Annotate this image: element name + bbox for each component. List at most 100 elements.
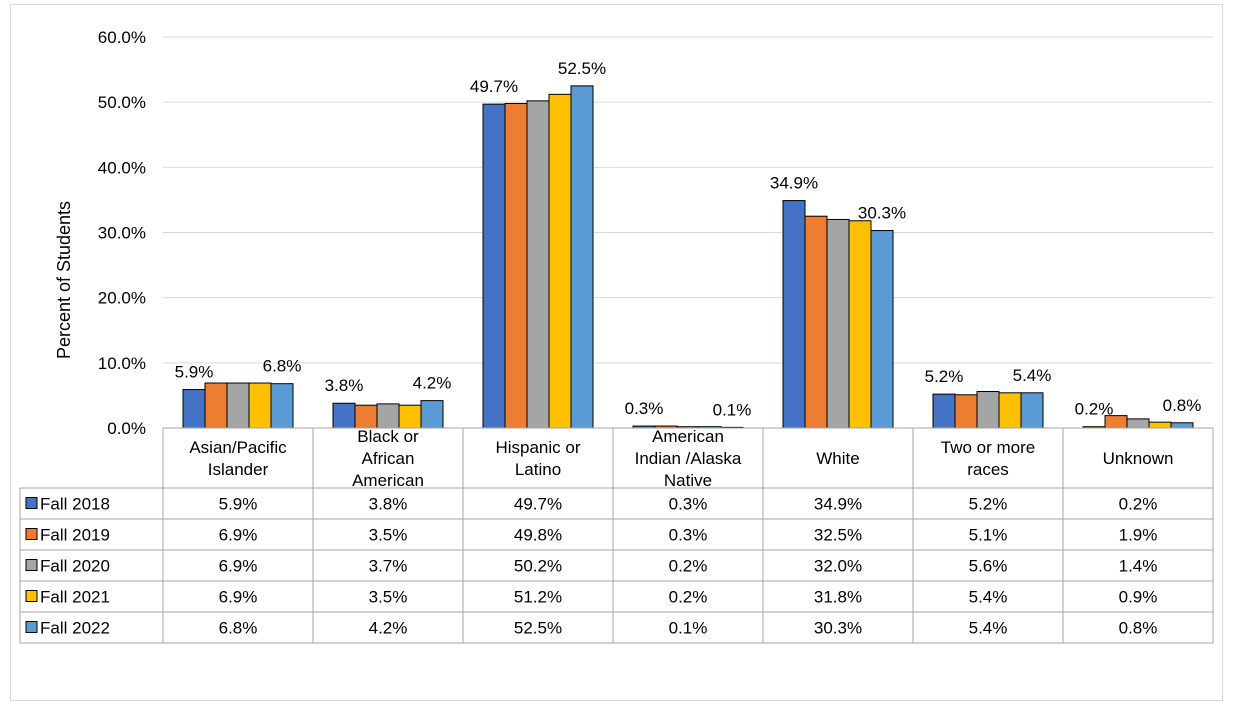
bar-fall-2020: [526, 100, 550, 429]
table-cell: 0.2%: [669, 557, 708, 576]
table-cell: 0.8%: [1119, 619, 1158, 638]
table-cell: 0.9%: [1119, 588, 1158, 607]
data-label: 5.2%: [925, 367, 964, 386]
bar-fall-2022: [420, 400, 444, 429]
bar-fall-2019: [204, 382, 228, 429]
bar-fall-2021: [998, 392, 1022, 429]
category-label: American Indian /Alaska Native: [635, 427, 742, 490]
chart-frame: [10, 4, 1223, 701]
data-label: 5.9%: [175, 363, 214, 382]
data-label: 3.8%: [325, 376, 364, 395]
table-cell: 3.8%: [369, 495, 408, 514]
legend-key: [25, 497, 38, 509]
category-label: Hispanic or Latino: [495, 438, 580, 479]
bar-fall-2022: [270, 383, 294, 429]
table-cell: 0.2%: [1119, 495, 1158, 514]
table-cell: 50.2%: [514, 557, 562, 576]
y-axis-title: Percent of Students: [54, 201, 74, 359]
bar-fall-2018: [482, 103, 506, 429]
data-label: 0.1%: [713, 400, 752, 419]
data-labels: 5.9% 6.8% 3.8% 4.2% 49.7% 52.5% 0.3% 0.1% 34.9% 3…: [175, 59, 1202, 419]
table-cell: 51.2%: [514, 588, 562, 607]
bar-fall-2022: [1170, 422, 1194, 429]
table-cell: 4.2%: [369, 619, 408, 638]
table-cell: 32.0%: [814, 557, 862, 576]
category-label: Two or more races: [941, 438, 1035, 479]
table-cell: 5.1%: [969, 526, 1008, 545]
bar-fall-2018: [332, 402, 356, 429]
bar-fall-2018: [932, 393, 956, 429]
y-tick-label: 0.0%: [107, 419, 146, 438]
table-cell: 49.7%: [514, 495, 562, 514]
y-tick-label: 10.0%: [98, 354, 146, 373]
table-cell: 49.8%: [514, 526, 562, 545]
table-cell: 0.3%: [669, 526, 708, 545]
y-tick-label: 50.0%: [98, 93, 146, 112]
data-label: 0.8%: [1163, 396, 1202, 415]
table-cell: 3.7%: [369, 557, 408, 576]
data-label: 5.4%: [1013, 366, 1052, 385]
table-cell: 5.6%: [969, 557, 1008, 576]
table-cell: 52.5%: [514, 619, 562, 638]
series-name: Fall 2022: [40, 619, 110, 638]
bar-fall-2019: [804, 215, 828, 429]
data-label: 0.2%: [1075, 400, 1114, 419]
legend-key: [25, 559, 38, 571]
data-label: 34.9%: [770, 174, 818, 193]
bars: [182, 85, 1194, 429]
bar-fall-2020: [1126, 418, 1150, 429]
table-cell: 1.9%: [1119, 526, 1158, 545]
bar-fall-2021: [548, 93, 572, 429]
bar-fall-2019: [354, 404, 378, 429]
table-cell: 0.2%: [669, 588, 708, 607]
bar-fall-2019: [504, 102, 528, 429]
table-cell: 5.2%: [969, 495, 1008, 514]
data-table: Asian/Pacific Islander Black or African Amer…: [19, 427, 1214, 644]
y-axis: 0.0% 10.0% 20.0% 30.0% 40.0% 50.0% 60.0%: [98, 28, 146, 438]
y-tick-label: 60.0%: [98, 28, 146, 47]
gridlines: [163, 36, 1213, 429]
legend-key: [25, 590, 38, 602]
bar-fall-2020: [226, 382, 250, 429]
series-name: Fall 2020: [40, 557, 110, 576]
bar-fall-2022: [1020, 392, 1044, 429]
table-cell: 5.4%: [969, 619, 1008, 638]
data-label: 0.3%: [625, 399, 664, 418]
bar-fall-2021: [398, 404, 422, 429]
bar-fall-2022: [870, 230, 894, 429]
table-cell: 34.9%: [814, 495, 862, 514]
bar-fall-2022: [570, 85, 594, 429]
bar-fall-2018: [182, 389, 206, 429]
series-name: Fall 2019: [40, 526, 110, 545]
bar-fall-2018: [782, 200, 806, 429]
table-cell: 5.4%: [969, 588, 1008, 607]
category-label: Asian/Pacific Islander: [189, 438, 287, 479]
legend-key: [25, 528, 38, 540]
bar-fall-2020: [976, 391, 1000, 429]
y-tick-label: 40.0%: [98, 158, 146, 177]
data-label: 49.7%: [470, 77, 518, 96]
table-cell: 0.3%: [669, 495, 708, 514]
bar-fall-2020: [826, 218, 850, 429]
legend-key: [25, 621, 38, 633]
table-cell: 6.9%: [219, 588, 258, 607]
data-label: 4.2%: [413, 374, 452, 393]
table-cell: 3.5%: [369, 526, 408, 545]
table-cell: 32.5%: [814, 526, 862, 545]
bar-fall-2021: [248, 382, 272, 429]
bar-fall-2020: [376, 403, 400, 429]
data-label: 30.3%: [858, 204, 906, 223]
series-name: Fall 2021: [40, 588, 110, 607]
series-name: Fall 2018: [40, 495, 110, 514]
category-label: Unknown: [1103, 449, 1174, 468]
table-cell: 3.5%: [369, 588, 408, 607]
bar-fall-2019: [954, 394, 978, 429]
table-cell: 5.9%: [219, 495, 258, 514]
y-tick-label: 20.0%: [98, 289, 146, 308]
table-cell: 30.3%: [814, 619, 862, 638]
table-cell: 1.4%: [1119, 557, 1158, 576]
category-label: White: [816, 449, 859, 468]
table-cell: 0.1%: [669, 619, 708, 638]
bar-fall-2021: [848, 220, 872, 429]
